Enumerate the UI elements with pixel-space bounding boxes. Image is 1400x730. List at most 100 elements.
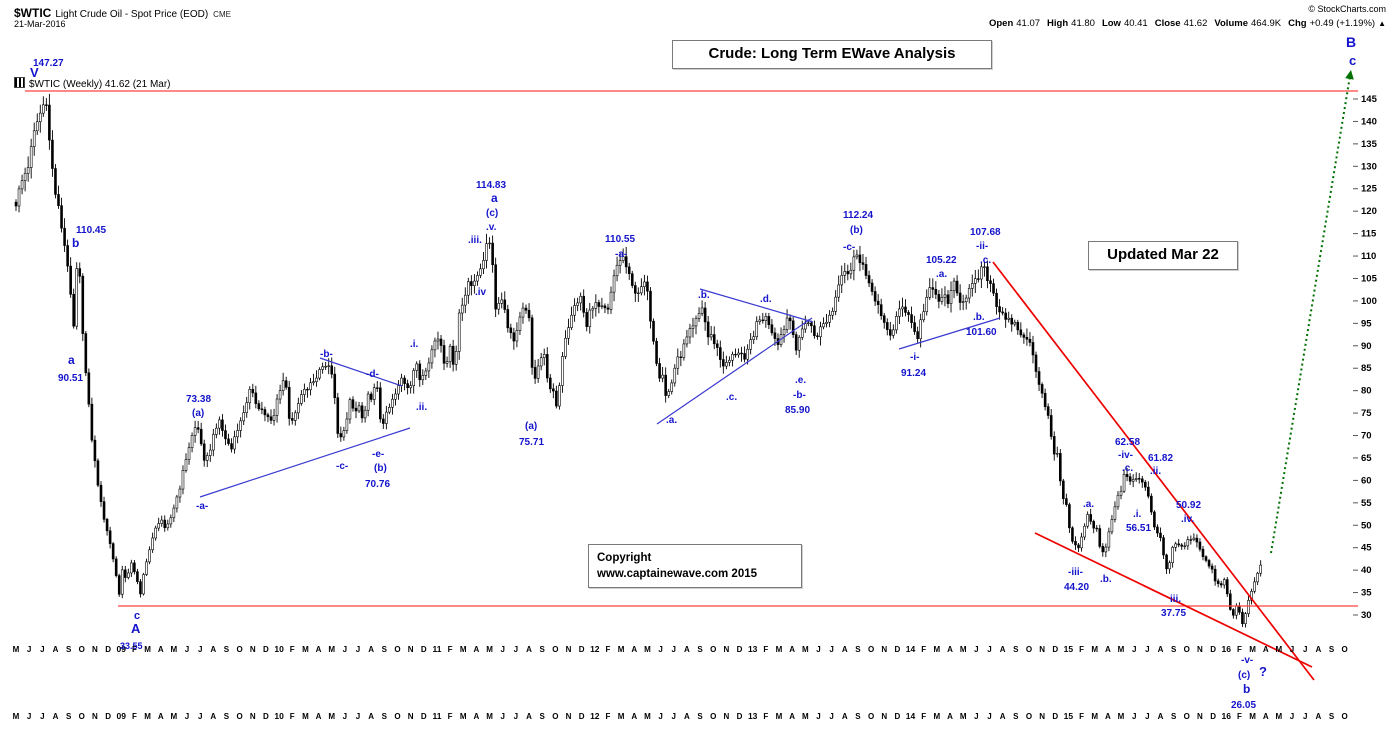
svg-text:120: 120 — [1361, 206, 1377, 217]
svg-text:70: 70 — [1361, 431, 1372, 442]
change-up-icon: ▲ — [1378, 19, 1386, 28]
wave-label: .iv. — [1181, 514, 1194, 525]
svg-text:S: S — [855, 712, 861, 721]
wave-label: c — [1349, 53, 1356, 68]
svg-text:M: M — [328, 645, 335, 654]
svg-text:F: F — [921, 645, 926, 654]
wave-label: A — [131, 621, 141, 636]
svg-text:30: 30 — [1361, 610, 1372, 621]
svg-text:F: F — [448, 712, 453, 721]
trendline — [656, 317, 813, 425]
svg-text:M: M — [1276, 712, 1283, 721]
svg-text:A: A — [1000, 645, 1006, 654]
svg-text:N: N — [1039, 645, 1045, 654]
svg-text:M: M — [460, 645, 467, 654]
svg-text:N: N — [881, 712, 887, 721]
wave-label: 110.45 — [76, 225, 106, 236]
wave-label: ? — [1259, 664, 1267, 679]
svg-text:12: 12 — [590, 711, 600, 721]
svg-text:95: 95 — [1361, 318, 1372, 329]
svg-text:O: O — [552, 712, 558, 721]
wave-label: .d. — [760, 294, 772, 305]
quote-value: 41.62 — [1183, 18, 1208, 29]
wave-label: (b) — [374, 463, 387, 474]
svg-text:M: M — [486, 645, 493, 654]
svg-text:M: M — [644, 645, 651, 654]
svg-text:J: J — [501, 645, 505, 654]
svg-text:N: N — [566, 712, 572, 721]
svg-text:A: A — [1263, 645, 1269, 654]
svg-text:55: 55 — [1361, 498, 1372, 509]
svg-text:M: M — [171, 712, 178, 721]
svg-text:S: S — [1013, 712, 1019, 721]
svg-text:O: O — [710, 645, 716, 654]
updated-box: Updated Mar 22 — [1088, 241, 1238, 270]
wave-label: .c. — [726, 392, 737, 403]
quote-label: Open — [988, 18, 1014, 29]
wave-label: -iv- — [1118, 450, 1133, 461]
svg-text:A: A — [53, 712, 59, 721]
svg-text:J: J — [1145, 712, 1149, 721]
svg-text:J: J — [829, 645, 833, 654]
svg-text:F: F — [763, 645, 768, 654]
svg-text:J: J — [974, 645, 978, 654]
svg-text:S: S — [1329, 645, 1335, 654]
svg-text:N: N — [250, 645, 256, 654]
wave-label: .b. — [698, 290, 710, 301]
svg-text:50: 50 — [1361, 520, 1372, 531]
svg-text:M: M — [1118, 645, 1125, 654]
svg-text:16: 16 — [1222, 711, 1232, 721]
svg-text:D: D — [105, 712, 111, 721]
svg-text:F: F — [448, 645, 453, 654]
svg-text:J: J — [185, 645, 189, 654]
wave-label: 61.82 — [1148, 453, 1173, 464]
svg-text:A: A — [368, 712, 374, 721]
wave-label: .a. — [666, 415, 677, 426]
wave-label: 62.58 — [1115, 437, 1140, 448]
svg-text:S: S — [382, 712, 388, 721]
svg-text:N: N — [723, 712, 729, 721]
svg-text:M: M — [776, 712, 783, 721]
svg-text:A: A — [474, 712, 480, 721]
svg-text:M: M — [302, 712, 309, 721]
price-bars — [14, 93, 1262, 628]
svg-text:D: D — [737, 645, 743, 654]
svg-text:D: D — [579, 645, 585, 654]
svg-text:M: M — [1249, 645, 1256, 654]
wave-label: .i. — [1133, 509, 1142, 520]
svg-text:J: J — [1145, 645, 1149, 654]
copyright-box: Copyright www.captainewave.com 2015 — [588, 544, 802, 588]
trendline — [992, 261, 1315, 681]
svg-text:M: M — [1276, 645, 1283, 654]
svg-text:M: M — [1118, 712, 1125, 721]
svg-text:M: M — [1249, 712, 1256, 721]
svg-text:J: J — [1132, 712, 1136, 721]
svg-text:S: S — [224, 712, 230, 721]
svg-text:D: D — [1052, 645, 1058, 654]
svg-text:A: A — [316, 645, 322, 654]
svg-text:A: A — [368, 645, 374, 654]
wave-label: c — [134, 610, 140, 622]
svg-text:J: J — [198, 712, 202, 721]
svg-text:A: A — [526, 712, 532, 721]
svg-text:F: F — [921, 712, 926, 721]
svg-text:M: M — [302, 645, 309, 654]
svg-text:A: A — [1315, 712, 1321, 721]
copyright-line1: Copyright — [597, 552, 652, 564]
svg-text:135: 135 — [1361, 139, 1378, 150]
svg-text:A: A — [210, 645, 216, 654]
svg-text:N: N — [408, 645, 414, 654]
svg-text:09: 09 — [117, 644, 127, 654]
trendlines — [25, 69, 1358, 681]
svg-text:M: M — [776, 645, 783, 654]
svg-text:N: N — [1197, 712, 1203, 721]
svg-text:J: J — [987, 645, 991, 654]
wave-label: 85.90 — [785, 405, 810, 416]
svg-text:J: J — [1290, 712, 1294, 721]
svg-text:A: A — [631, 712, 637, 721]
svg-text:O: O — [868, 645, 874, 654]
svg-text:D: D — [263, 645, 269, 654]
svg-text:09: 09 — [117, 711, 127, 721]
svg-text:J: J — [1303, 712, 1307, 721]
quote-label: High — [1047, 18, 1069, 29]
